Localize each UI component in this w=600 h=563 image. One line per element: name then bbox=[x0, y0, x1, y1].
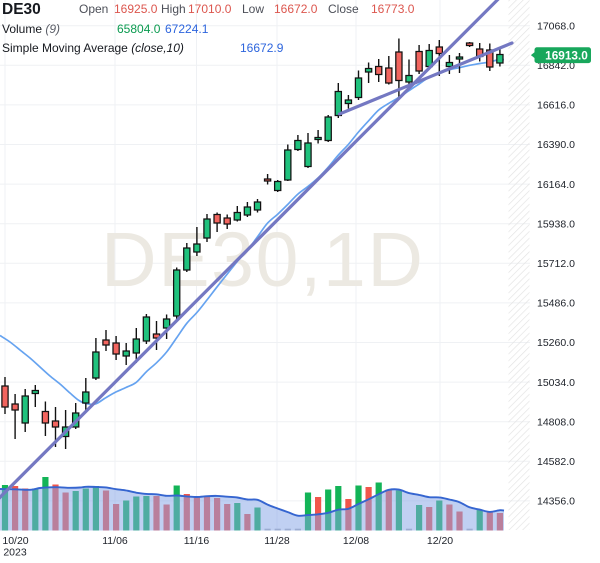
svg-text:16913.0: 16913.0 bbox=[545, 48, 588, 62]
svg-text:10/20: 10/20 bbox=[2, 535, 28, 547]
svg-text:11/06: 11/06 bbox=[102, 535, 128, 547]
svg-text:14808.0: 14808.0 bbox=[537, 416, 575, 428]
svg-text:67224.1: 67224.1 bbox=[165, 22, 209, 36]
svg-text:DE30: DE30 bbox=[2, 1, 41, 18]
svg-text:Simple Moving Average (close,1: Simple Moving Average (close,10) bbox=[2, 41, 184, 55]
svg-text:12/08: 12/08 bbox=[343, 535, 369, 547]
svg-text:High: High bbox=[161, 2, 186, 16]
svg-text:16672.9: 16672.9 bbox=[240, 41, 284, 55]
svg-text:16672.0: 16672.0 bbox=[274, 2, 318, 16]
svg-text:15712.0: 15712.0 bbox=[537, 258, 575, 270]
svg-text:65804.0: 65804.0 bbox=[117, 22, 161, 36]
svg-text:Open: Open bbox=[79, 2, 108, 16]
svg-text:17068.0: 17068.0 bbox=[537, 20, 575, 32]
svg-text:15486.0: 15486.0 bbox=[537, 298, 575, 310]
svg-text:16616.0: 16616.0 bbox=[537, 100, 575, 112]
svg-text:Low: Low bbox=[242, 2, 264, 16]
svg-text:12/20: 12/20 bbox=[427, 535, 453, 547]
svg-text:15034.0: 15034.0 bbox=[537, 377, 575, 389]
svg-text:14582.0: 14582.0 bbox=[537, 456, 575, 468]
svg-text:17010.0: 17010.0 bbox=[188, 2, 232, 16]
svg-text:11/16: 11/16 bbox=[184, 535, 210, 547]
svg-text:15260.0: 15260.0 bbox=[537, 337, 575, 349]
svg-text:16390.0: 16390.0 bbox=[537, 139, 575, 151]
svg-text:16773.0: 16773.0 bbox=[371, 2, 415, 16]
svg-text:2023: 2023 bbox=[3, 547, 27, 559]
svg-text:11/28: 11/28 bbox=[264, 535, 290, 547]
svg-text:16164.0: 16164.0 bbox=[537, 179, 575, 191]
svg-text:Volume (9): Volume (9) bbox=[2, 22, 60, 36]
svg-text:15938.0: 15938.0 bbox=[537, 218, 575, 230]
svg-text:Close: Close bbox=[328, 2, 359, 16]
svg-text:14356.0: 14356.0 bbox=[537, 496, 575, 508]
svg-text:16925.0: 16925.0 bbox=[114, 2, 158, 16]
